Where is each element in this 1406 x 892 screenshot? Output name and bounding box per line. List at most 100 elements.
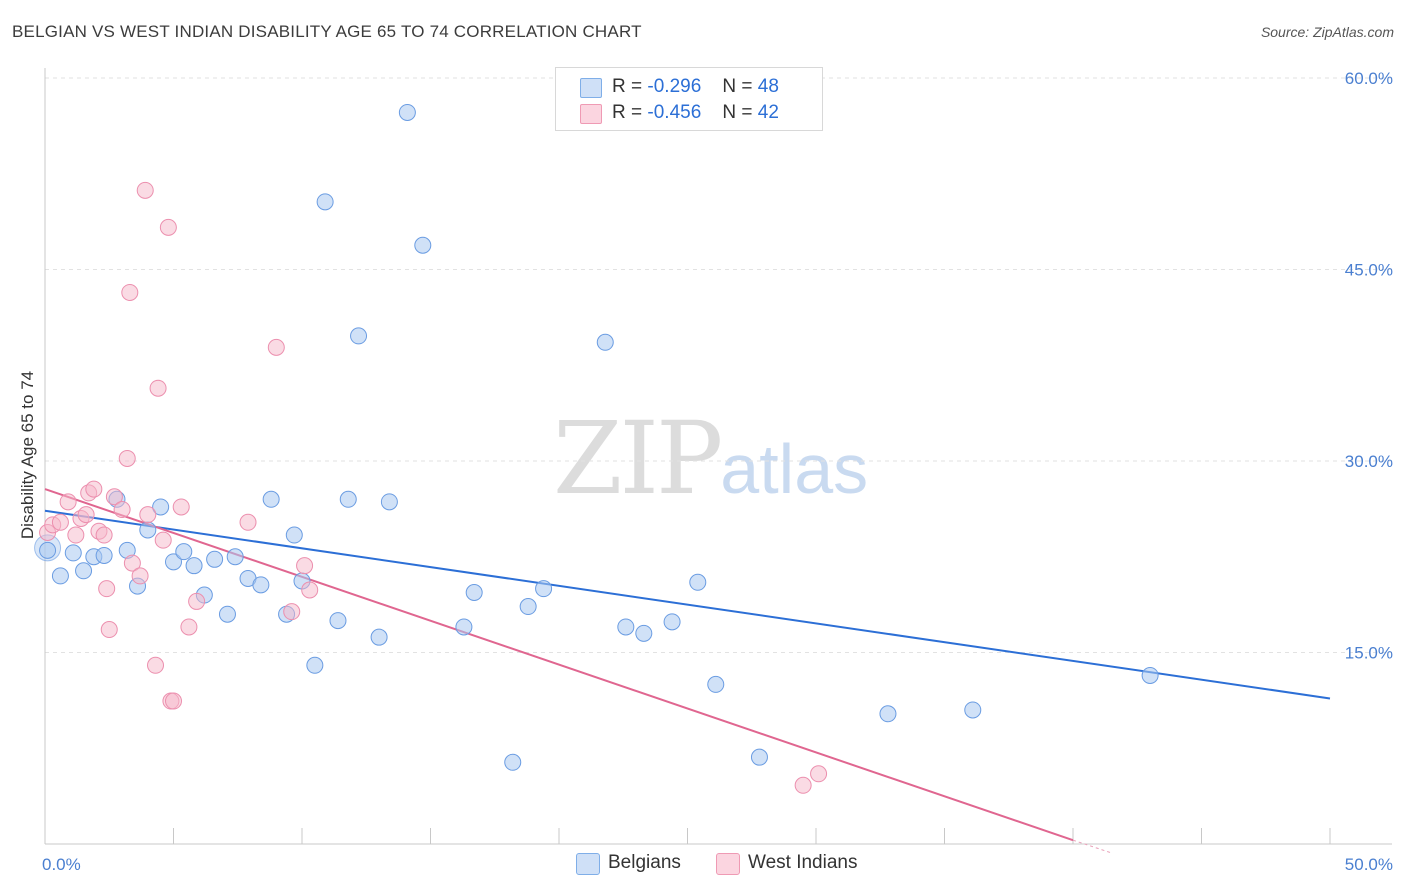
- data-point-belgians: [663, 613, 681, 631]
- data-point-belgians: [226, 548, 244, 566]
- data-point-belgians: [707, 675, 725, 693]
- data-point-belgians: [329, 612, 347, 630]
- data-point-west-indians: [267, 338, 285, 356]
- data-point-belgians: [398, 103, 416, 121]
- tick-labels: 15.0% 30.0% 45.0% 60.0% 0.0% 50.0%: [42, 69, 1393, 874]
- data-point-west-indians: [296, 557, 314, 575]
- trendline-west-indians-extension: [1072, 839, 1112, 854]
- stats-text: R = -0.296 N = 48: [612, 76, 779, 98]
- belgians-legend-swatch: [576, 853, 600, 875]
- source-label: Source: ZipAtlas.com: [1260, 24, 1394, 40]
- n-label: N =: [722, 102, 753, 123]
- series-belgians: [34, 103, 1159, 771]
- data-point-belgians: [535, 580, 553, 598]
- data-point-west-indians: [51, 513, 69, 531]
- watermark-atlas: atlas: [720, 430, 869, 508]
- data-point-west-indians: [123, 554, 141, 572]
- trend-lines: [44, 488, 1331, 854]
- data-point-belgians: [617, 618, 635, 636]
- data-point-belgians: [879, 705, 897, 723]
- data-point-west-indians: [147, 656, 165, 674]
- watermark-zip: ZIP: [553, 400, 723, 517]
- stats-text: R = -0.456 N = 42: [612, 102, 779, 124]
- data-point-west-indians: [149, 379, 167, 397]
- chart-title: BELGIAN VS WEST INDIAN DISABILITY AGE 65…: [12, 22, 642, 41]
- data-point-belgians: [262, 490, 280, 508]
- data-point-belgians: [64, 544, 82, 562]
- data-point-belgians: [165, 553, 182, 571]
- n-value: 48: [757, 76, 779, 97]
- data-point-belgians: [39, 541, 57, 559]
- data-point-west-indians: [154, 531, 172, 549]
- data-point-belgians: [414, 236, 432, 254]
- r-label: R =: [612, 102, 643, 123]
- data-point-belgians: [285, 526, 303, 544]
- trendline-west-indians: [44, 488, 1074, 842]
- data-point-west-indians: [794, 776, 812, 794]
- data-point-west-indians: [180, 618, 198, 636]
- grid-lines: [45, 77, 1392, 653]
- data-point-belgians: [455, 618, 473, 636]
- data-point-west-indians: [188, 592, 206, 610]
- data-point-west-indians: [810, 765, 828, 783]
- y-tick-label: 15.0%: [1345, 644, 1393, 663]
- data-point-west-indians: [67, 526, 85, 544]
- data-point-belgians: [339, 490, 357, 508]
- r-value: -0.456: [647, 102, 702, 123]
- data-point-belgians: [1141, 666, 1159, 684]
- data-point-belgians: [596, 333, 614, 351]
- data-point-belgians: [316, 193, 334, 211]
- data-point-belgians: [750, 748, 768, 766]
- data-point-belgians: [206, 550, 224, 568]
- y-axis-title: Disability Age 65 to 74: [18, 371, 37, 539]
- data-point-west-indians: [98, 580, 116, 598]
- data-point-west-indians: [105, 488, 123, 506]
- data-point-west-indians: [121, 283, 139, 301]
- legend-label: West Indians: [748, 852, 858, 873]
- data-point-west-indians: [85, 480, 103, 498]
- data-point-belgians: [51, 567, 69, 585]
- data-point-belgians: [185, 557, 203, 575]
- data-point-west-indians: [239, 513, 257, 531]
- data-point-belgians: [504, 753, 522, 771]
- n-value: 42: [757, 102, 779, 123]
- data-point-belgians: [139, 521, 157, 539]
- legend-label: Belgians: [608, 852, 681, 873]
- data-point-west-indians: [77, 506, 95, 524]
- x-tick-label: 0.0%: [42, 855, 81, 874]
- r-value: -0.296: [647, 76, 702, 97]
- belgians-swatch: [580, 78, 602, 98]
- series-west-indians: [39, 181, 828, 794]
- data-point-belgians: [75, 562, 93, 580]
- x-tick-label: 50.0%: [1345, 855, 1393, 874]
- data-point-belgians: [95, 546, 113, 564]
- data-point-west-indians: [301, 581, 319, 599]
- data-point-west-indians: [159, 218, 177, 236]
- west-indians-swatch: [580, 104, 602, 124]
- axes: [44, 68, 1392, 845]
- trendline-belgians: [44, 509, 1331, 700]
- data-point-west-indians: [165, 692, 182, 710]
- stats-legend: R = -0.296 N = 48 R = -0.456 N = 42: [555, 67, 823, 131]
- data-point-west-indians: [95, 526, 113, 544]
- data-point-belgians: [152, 498, 170, 516]
- data-point-belgians: [218, 605, 236, 623]
- data-point-west-indians: [131, 567, 149, 585]
- data-point-west-indians: [59, 493, 77, 511]
- y-tick-label: 60.0%: [1345, 69, 1393, 88]
- data-point-belgians: [350, 327, 368, 345]
- data-point-west-indians: [136, 181, 154, 199]
- data-point-belgians: [175, 543, 193, 561]
- data-point-belgians: [964, 701, 982, 719]
- watermark: ZIPatlas: [553, 400, 868, 517]
- data-point-west-indians: [113, 501, 131, 519]
- data-point-west-indians: [118, 449, 136, 467]
- data-point-west-indians: [172, 498, 190, 516]
- data-point-belgians: [380, 493, 398, 511]
- data-point-belgians: [465, 583, 483, 601]
- data-point-west-indians: [139, 506, 157, 524]
- r-label: R =: [612, 76, 643, 97]
- y-tick-label: 45.0%: [1345, 261, 1393, 280]
- west-indians-legend-swatch: [716, 853, 740, 875]
